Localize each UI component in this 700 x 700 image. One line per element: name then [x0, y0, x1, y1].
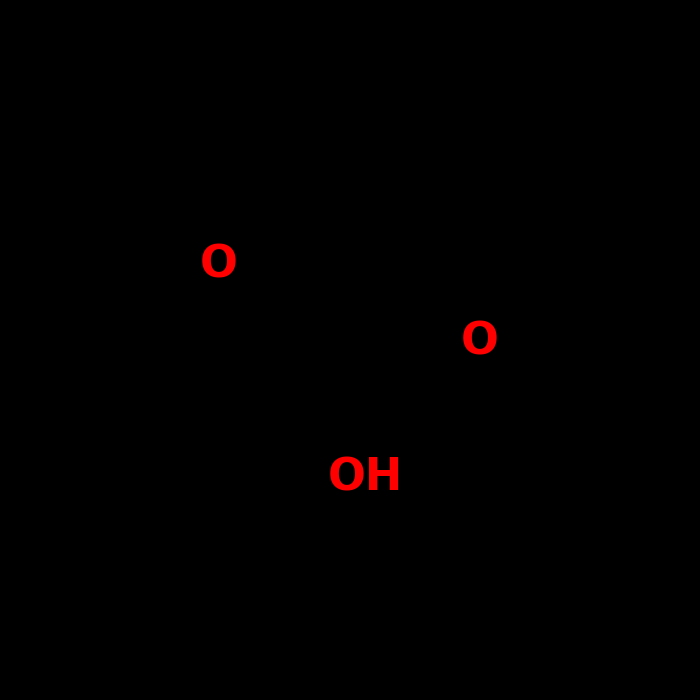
Text: O: O: [200, 244, 238, 286]
Text: OH: OH: [328, 456, 402, 500]
Text: O: O: [461, 321, 499, 363]
